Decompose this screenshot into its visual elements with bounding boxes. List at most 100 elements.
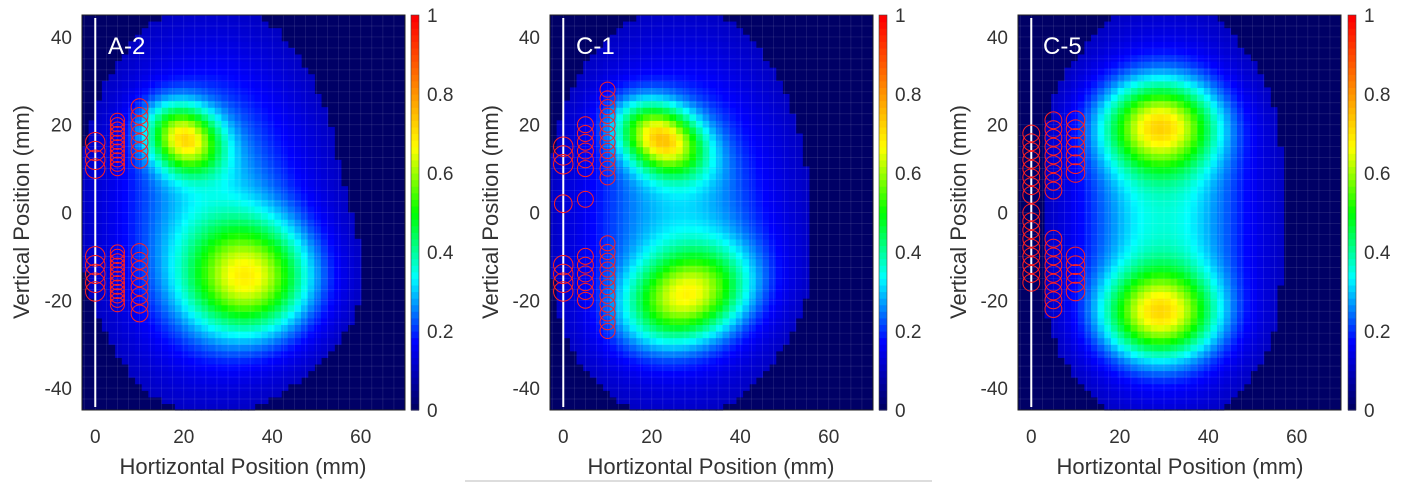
heatmap-cell (135, 140, 143, 148)
heatmap-cell (1064, 212, 1072, 220)
heatmap-cell (755, 317, 763, 326)
heatmap-cell (603, 225, 611, 233)
heatmap-cell (281, 107, 289, 115)
heatmap-cell (1097, 271, 1105, 279)
heatmap-cell (121, 258, 130, 266)
marker-circle (109, 270, 125, 286)
heatmap-cell (749, 363, 757, 372)
heatmap-cell (729, 94, 737, 102)
marker-circle (576, 291, 594, 309)
heatmap-cell (174, 205, 183, 214)
heatmap-cell (576, 245, 584, 253)
heatmap-cell (181, 363, 189, 372)
heatmap-cell (181, 225, 189, 233)
heatmap-cell (576, 324, 584, 332)
y-tick-label: 40 (519, 28, 540, 49)
heatmap-cell (228, 317, 236, 326)
heatmap-cell (696, 54, 704, 62)
heatmap-cell (128, 140, 136, 148)
heatmap-cell (689, 186, 697, 194)
heatmap-cell (281, 74, 289, 82)
heatmap-cell (556, 199, 564, 207)
heatmap-cell (221, 67, 229, 75)
heatmap-cell (334, 232, 342, 240)
heatmap-cell (188, 133, 196, 141)
heatmap-cell (795, 232, 803, 240)
marker-circle (553, 281, 574, 302)
heatmap-cell (267, 113, 276, 121)
heatmap-cell (656, 265, 664, 273)
heatmap-cell (682, 396, 690, 405)
heatmap-cell (168, 100, 176, 108)
heatmap-cell (1077, 140, 1085, 148)
heatmap-cell (623, 28, 631, 36)
heatmap-cell (1091, 383, 1099, 391)
heatmap-cell (287, 350, 295, 358)
heatmap-cell (1104, 192, 1112, 200)
heatmap-cell (769, 284, 777, 293)
heatmap-cell (155, 304, 163, 312)
heatmap-cell (261, 278, 269, 286)
heatmap-cell (1097, 265, 1105, 273)
heatmap-cell (115, 212, 123, 220)
heatmap-cell (314, 100, 322, 108)
heatmap-cell (696, 265, 704, 273)
heatmap-cell (788, 159, 797, 168)
heatmap-cell (642, 344, 651, 352)
colorbar-segment (879, 232, 887, 240)
heatmap-cell (228, 61, 236, 69)
heatmap-cell (101, 166, 110, 174)
heatmap-cell (762, 363, 770, 372)
heatmap-cell (247, 179, 256, 187)
heatmap-cell (1117, 47, 1125, 56)
heatmap-cell (583, 212, 591, 220)
heatmap-cell (795, 192, 803, 200)
heatmap-cell (208, 179, 216, 187)
heatmap-cell (161, 47, 169, 56)
heatmap-cell (689, 245, 697, 253)
heatmap-cell (696, 258, 704, 266)
heatmap-cell (702, 370, 710, 378)
heatmap-cell (689, 238, 697, 247)
heatmap-cell (755, 120, 763, 128)
heatmap-cell (623, 238, 631, 247)
heatmap-cell (340, 232, 349, 240)
heatmap-cell (314, 159, 322, 168)
heatmap-cell (141, 205, 149, 214)
heatmap-cell (636, 166, 644, 174)
heatmap-cell (340, 298, 349, 306)
heatmap-cell (715, 54, 724, 62)
heatmap-cell (1091, 159, 1099, 168)
heatmap-cell (234, 331, 242, 339)
heatmap-cell (623, 245, 631, 253)
heatmap-cell (689, 54, 697, 62)
heatmap-cell (95, 245, 103, 253)
heatmap-cell (1091, 331, 1099, 339)
heatmap-cell (267, 258, 276, 266)
heatmap-cell (115, 278, 123, 286)
heatmap-cell (1104, 107, 1112, 115)
heatmap-cell (576, 232, 584, 240)
heatmap-cell (709, 21, 717, 29)
heatmap-cell (287, 166, 295, 174)
heatmap-cell (115, 344, 123, 352)
heatmap-cell (320, 186, 329, 194)
heatmap-cell (161, 390, 169, 398)
heatmap-cell (194, 61, 203, 69)
heatmap-cell (735, 238, 744, 247)
heatmap-cell (334, 284, 342, 293)
heatmap-cell (307, 74, 315, 82)
heatmap-cell (1077, 265, 1085, 273)
heatmap-cell (194, 284, 203, 293)
heatmap-cell (181, 278, 189, 286)
heatmap-cell (174, 120, 183, 128)
heatmap-cell (201, 34, 209, 42)
heatmap-cell (82, 232, 90, 240)
heatmap-cell (576, 120, 584, 128)
heatmap-cell (148, 317, 156, 326)
heatmap-cell (1077, 252, 1085, 260)
heatmap-cell (307, 252, 315, 260)
heatmap-cell (642, 291, 651, 299)
heatmap-cell (729, 271, 737, 279)
heatmap-cell (88, 159, 96, 168)
